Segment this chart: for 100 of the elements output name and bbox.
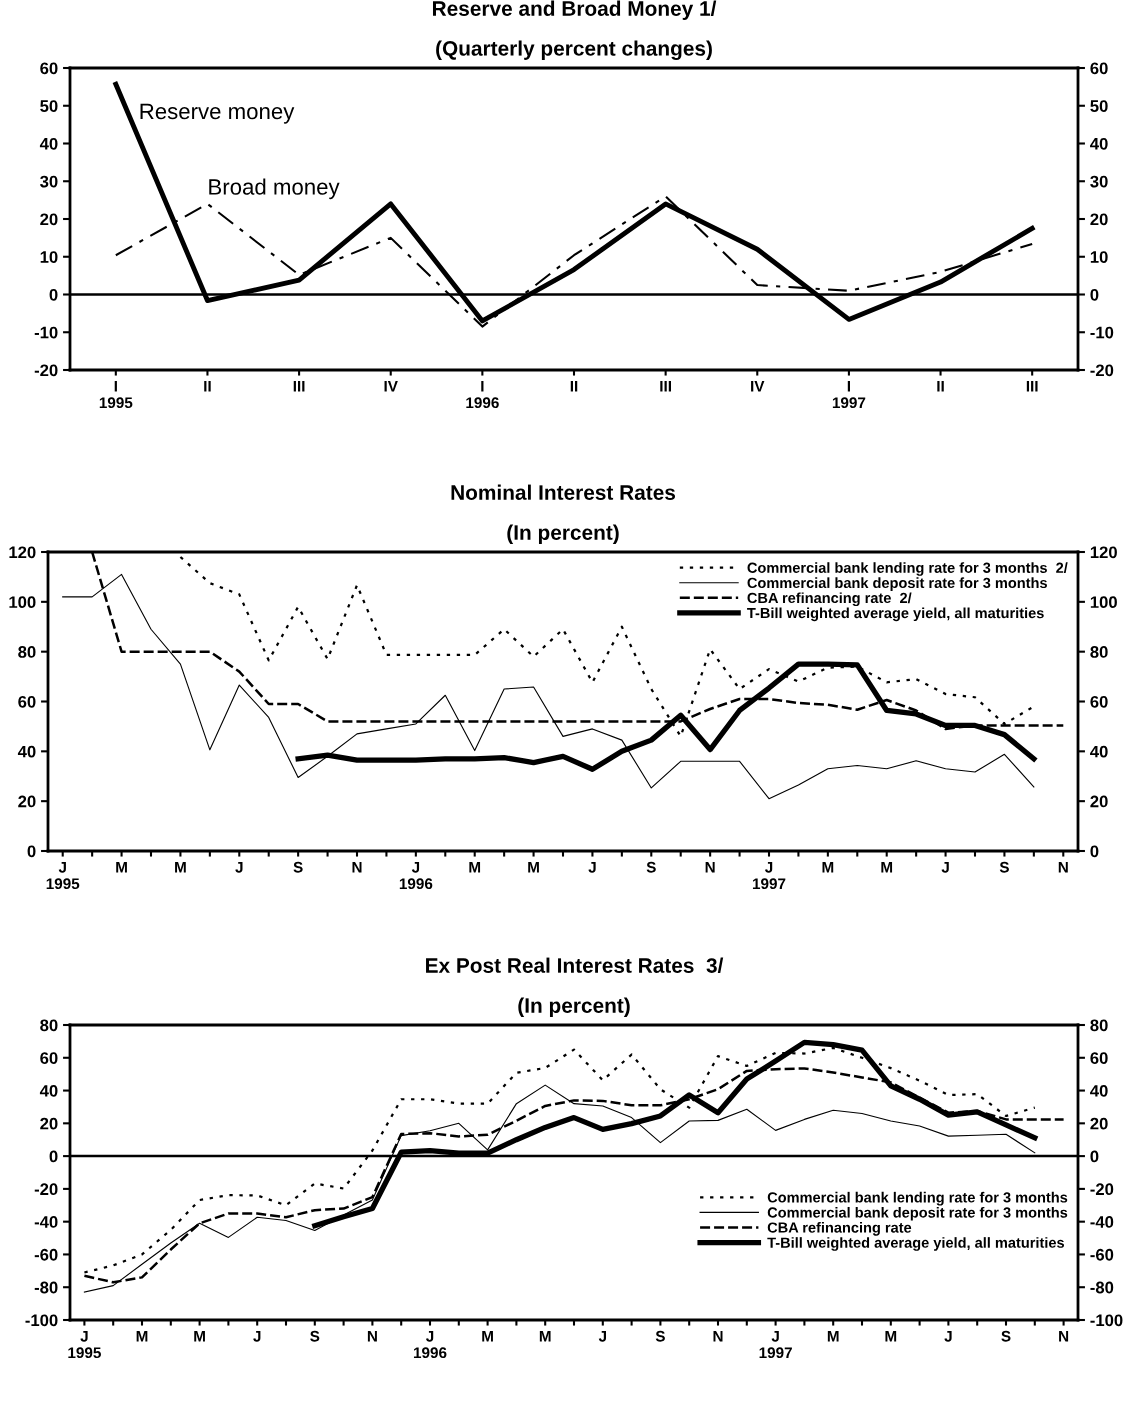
chart-subtitle: (Quarterly percent changes) [436,40,712,60]
y2-tick-label: 60 [1090,695,1108,708]
y-tick-label: 0 [49,1150,58,1163]
y-tick-label: 100 [9,596,36,609]
y2-tick-label: 60 [1090,62,1108,75]
y-tick-label: 20 [40,1117,58,1130]
series-label: Broad money [209,178,340,200]
chart-title: Reserve and Broad Money 1/ [432,0,717,20]
x-tick-label: S [655,1330,665,1342]
y2-tick-label: 40 [1090,137,1108,150]
x-tick-label: I 1996 [466,380,499,409]
x-tick-label: J [598,1330,606,1342]
legend-label: T-Bill weighted average yield, all maturities [767,1237,1064,1251]
y2-tick-label: -20 [1090,1183,1114,1196]
y2-tick-label: -10 [1090,326,1114,339]
x-tick-label: J [944,1330,952,1342]
x-tick-label: M [528,861,539,873]
y2-tick-label: -60 [1090,1248,1114,1261]
y2-tick-label: 50 [1090,100,1108,112]
x-tick-label: M [175,861,186,873]
y-tick-label: 0 [27,845,36,858]
y-tick-label: 10 [40,251,58,263]
x-tick-label: J 1995 [46,861,80,890]
x-tick-label: J 1997 [759,1330,792,1359]
y-tick-label: 40 [39,137,58,150]
x-tick-label: N [705,861,715,873]
legend-label: Commercial bank deposit rate for 3 months [767,1206,1068,1221]
x-tick-label: N [352,861,362,873]
y2-tick-label: 0 [1090,845,1099,858]
y2-tick-label: 10 [1090,251,1108,263]
x-tick-label: M [482,1330,493,1342]
x-tick-label: M [881,861,893,873]
legend-label: Commercial bank deposit rate for 3 months [747,577,1047,591]
y-tick-label: 80 [40,1019,58,1032]
legend-label: CBA refinancing rate [767,1222,912,1236]
x-tick-label: J 1995 [68,1330,101,1359]
y2-tick-label: 80 [1090,1019,1108,1032]
y2-tick-label: 20 [1090,795,1108,808]
x-tick-label: N [1058,861,1068,873]
y2-tick-label: 20 [1090,213,1108,226]
y-tick-label: 0 [49,288,58,301]
y2-tick-label: 40 [1090,745,1108,758]
y2-tick-label: 120 [1090,546,1117,559]
x-tick-label: J 1996 [413,1330,447,1359]
y-tick-label: 60 [40,62,58,75]
y-tick-label: -10 [34,326,58,339]
x-tick-label: M [194,1330,205,1342]
legend-label: T-Bill weighted average yield, all maturities [747,607,1044,622]
x-tick-label: IV [384,380,398,392]
y2-tick-label: 40 [1090,1084,1108,1097]
y-tick-label: 80 [18,646,36,658]
y-tick-label: -60 [34,1248,58,1261]
series-label: Reserve money [140,103,295,124]
x-tick-label: S [310,1330,320,1342]
y-tick-label: 30 [40,175,58,188]
y2-tick-label: 20 [1090,1117,1108,1130]
x-tick-label: S [999,861,1009,873]
y-tick-label: 60 [18,695,36,708]
x-tick-label: I 1997 [832,380,866,409]
y-tick-label: -40 [34,1216,58,1228]
y-tick-label: 120 [9,546,36,559]
x-tick-label: J [588,861,596,873]
x-tick-label: N [367,1330,377,1342]
y-tick-label: 20 [18,795,36,808]
y-tick-label: 60 [40,1052,58,1064]
chart-subtitle: (In percent) [518,997,630,1017]
y2-tick-label: 0 [1090,1150,1099,1163]
x-tick-label: M [116,861,127,873]
y2-tick-label: 100 [1090,596,1117,609]
x-tick-label: II [570,380,578,392]
x-tick-label: III [293,380,305,392]
legend-label: CBA refinancing rate 2/ [747,592,912,607]
legend-label: Commercial bank lending rate for 3 months 2/ [747,562,1068,576]
x-tick-label: J 1996 [399,861,433,890]
y2-tick-label: 30 [1090,175,1108,188]
legend-label: Commercial bank lending rate for 3 months [767,1191,1068,1206]
x-tick-label: S [646,861,656,873]
y-tick-label: -100 [25,1314,58,1327]
y-tick-label: -20 [34,1183,58,1196]
x-tick-label: III [1026,380,1038,392]
x-tick-label: I 1995 [99,380,133,409]
x-tick-label: S [1001,1330,1011,1342]
x-tick-label: II [204,380,211,392]
x-tick-label: III [660,380,671,392]
y2-tick-label: 0 [1090,288,1099,301]
x-tick-label: M [885,1330,897,1342]
x-tick-label: N [713,1330,723,1342]
y-tick-label: 40 [39,1084,58,1097]
x-tick-label: M [822,861,834,873]
x-tick-label: N [1059,1330,1069,1342]
y-tick-label: -20 [34,364,58,377]
x-tick-label: M [469,861,481,873]
y-tick-label: 40 [17,745,36,758]
y2-tick-label: -20 [1090,364,1114,377]
y2-tick-label: -80 [1090,1281,1114,1294]
x-tick-label: M [539,1330,551,1342]
y-tick-label: 50 [40,100,58,112]
x-tick-label: J [253,1330,261,1342]
x-tick-label: J [941,861,949,873]
x-tick-label: IV [751,380,765,392]
